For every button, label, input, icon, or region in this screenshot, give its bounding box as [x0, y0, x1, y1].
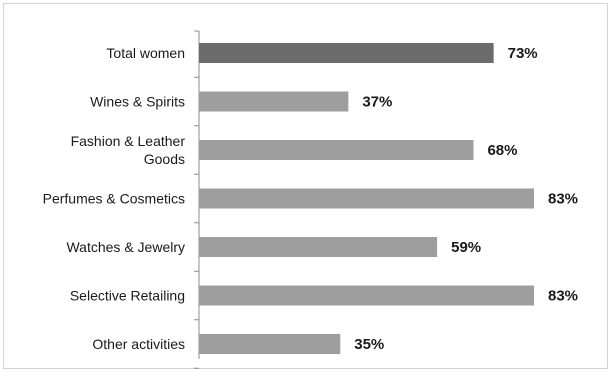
bar: [199, 285, 534, 306]
data-label: 59%: [451, 239, 481, 256]
data-label: 35%: [354, 336, 384, 353]
data-label: 73%: [508, 45, 538, 62]
data-label: 83%: [548, 191, 578, 208]
category-label: Watches & Jewelry: [66, 239, 185, 255]
category-label: Selective Retailing: [70, 288, 185, 304]
chart-frame: Total women Wines & Spirits Fashion & Leat…: [3, 3, 608, 369]
category-label: Perfumes & Cosmetics: [43, 191, 185, 207]
category-label: Fashion & Leather Goods: [71, 133, 186, 167]
bar: [199, 91, 349, 112]
bar: [199, 43, 494, 63]
data-label: 83%: [548, 288, 578, 305]
bar: [199, 334, 341, 354]
data-label: 68%: [487, 142, 517, 159]
bar: [199, 140, 474, 160]
bar: [199, 188, 534, 209]
category-label: Total women: [106, 45, 185, 61]
category-label: Other activities: [92, 336, 185, 352]
category-label: Wines & Spirits: [90, 94, 185, 110]
bar: [199, 237, 438, 257]
data-label: 37%: [362, 94, 392, 111]
bar-chart: Total women Wines & Spirits Fashion & Leat…: [43, 30, 578, 369]
